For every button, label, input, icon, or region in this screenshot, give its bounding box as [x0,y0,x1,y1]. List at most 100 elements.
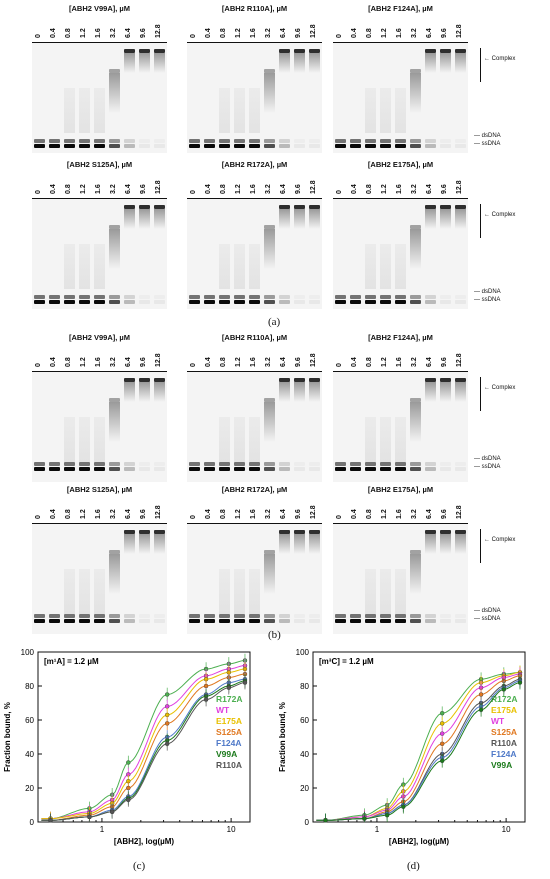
data-point [439,758,445,764]
gel-image [32,198,167,309]
complex-band [279,49,290,53]
complex-band [279,530,290,534]
gel-title: [ABH2 F124A], µM [368,333,433,342]
complex-band [410,69,421,73]
complex-bracket [480,204,481,238]
smear [124,209,135,229]
ssdna-band [34,467,45,471]
panel-d-label: (d) [407,860,420,872]
lane-concentration-label: 6.4 [280,28,287,38]
gel-image [32,523,167,634]
series-curve [316,671,521,821]
dsdna-band [234,295,245,299]
ssdna-band [309,467,320,471]
y-tick-label: 100 [296,648,310,657]
smear [425,209,436,229]
dsdna-label: — dsDNA [474,608,501,614]
ssdna-band [64,144,75,148]
ssdna-band [154,619,165,623]
binding-chart-m3c: 0 20 40 60 80 100 1 10 [ABH2], log(µM) Fraction b… [278,648,526,846]
dsdna-band [49,614,60,618]
complex-band [425,530,436,534]
lane-concentration-label: 0.4 [351,509,358,519]
lane-concentration-label: 3.2 [265,509,272,519]
series-curve [316,671,521,821]
dsdna-band [189,614,200,618]
smear [294,53,305,73]
dsdna-band [455,139,466,143]
dsdna-band [294,614,305,618]
ssdna-band [440,144,451,148]
lane-concentration-label: 0 [190,515,197,519]
ssdna-band [64,619,75,623]
lane-concentration-label: 0.4 [205,509,212,519]
data-point [87,814,92,820]
y-tick-label: 60 [25,716,34,725]
ssdna-band [309,144,320,148]
y-tick-label: 80 [25,682,34,691]
dsdna-band [204,295,215,299]
ssdna-band [309,619,320,623]
faint-smear [79,569,90,614]
dsdna-band [234,462,245,466]
ssdna-band [49,300,60,304]
series-curve [316,680,521,821]
ssdna-band [34,619,45,623]
smear [264,229,275,269]
ssdna-band [395,467,406,471]
plot-frame [37,651,251,823]
data-point [501,687,507,692]
smear [109,229,120,269]
dsdna-band [350,139,361,143]
dsdna-band [189,139,200,143]
dsdna-band [410,614,421,618]
ssdna-band [94,619,105,623]
ssdna-band [79,144,90,148]
gel-title: [ABH2 R172A], µM [221,160,288,169]
data-point [242,680,248,685]
lane-concentration-label: 0.4 [351,357,358,367]
dsdna-band [395,295,406,299]
lane-concentration-label: 12.8 [310,180,317,194]
lane-concentration-label: 6.4 [426,28,433,38]
complex-band [154,530,165,534]
ssdna-band [124,144,135,148]
lane-concentration-label: 9.6 [441,357,448,367]
ssdna-band [410,467,421,471]
series-curve [41,665,246,820]
dsdna-band [234,139,245,143]
lane-concentration-label: 1.2 [80,184,87,194]
lane-concentration-label: 0.8 [220,28,227,38]
data-point [164,712,170,718]
lane-concentration-label: 1.2 [80,509,87,519]
complex-band [309,49,320,53]
y-tick-label: 20 [300,784,309,793]
lane-concentration-label: 12.8 [456,180,463,194]
lane-concentration-label: 9.6 [295,28,302,38]
series-curve [41,668,246,820]
ssdna-band [249,144,260,148]
dsdna-band [64,614,75,618]
dsdna-band [249,139,260,143]
y-tick-label: 60 [300,716,309,725]
lane-concentration-label: 1.2 [235,357,242,367]
lane-concentration-label: 9.6 [441,184,448,194]
legend-entry: R110A [216,760,242,770]
ssdna-band [139,144,150,148]
dsdna-band [189,462,200,466]
faint-smear [79,88,90,133]
dsdna-band [124,614,135,618]
dsdna-band [365,295,376,299]
data-point [164,741,170,747]
series-curve [316,682,521,821]
lane-concentration-label: 12.8 [310,353,317,367]
complex-band [124,49,135,53]
ssdna-band [365,619,376,623]
lane-concentration-label: 0.4 [205,184,212,194]
data-point [439,741,445,747]
data-point [478,692,484,697]
faint-smear [94,569,105,614]
dsdna-band [335,462,346,466]
complex-band [109,398,120,402]
faint-smear [219,417,230,462]
